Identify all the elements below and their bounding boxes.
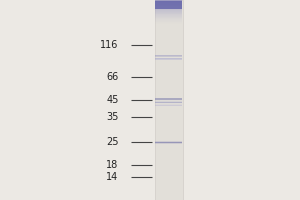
Bar [155, 142, 182, 143]
Bar [155, 13, 182, 14]
Bar [155, 18, 182, 19]
Bar [155, 56, 182, 57]
Bar [155, 20, 182, 21]
Bar [155, 98, 182, 99]
Bar [155, 99, 182, 100]
Bar [155, 55, 182, 56]
Bar [155, 17, 182, 18]
Text: 45: 45 [106, 95, 118, 105]
Bar [155, 1, 182, 9]
Bar [154, 0, 183, 200]
Text: 18: 18 [106, 160, 118, 170]
Text: 25: 25 [106, 137, 118, 147]
Bar [155, 9, 182, 10]
Bar [155, 4, 182, 5]
Bar [155, 21, 182, 22]
Bar [155, 99, 182, 100]
Bar [155, 1, 182, 2]
Text: 66: 66 [106, 72, 118, 82]
Bar [155, 6, 182, 7]
Bar [155, 12, 182, 13]
Text: 35: 35 [106, 112, 118, 122]
Bar [155, 0, 182, 1]
Bar [155, 8, 182, 9]
Bar [155, 141, 182, 142]
Bar [155, 16, 182, 17]
Bar [155, 14, 182, 15]
Bar [155, 19, 182, 20]
Bar [155, 3, 182, 4]
Text: 116: 116 [100, 40, 118, 50]
Bar [155, 23, 182, 24]
Bar [155, 10, 182, 11]
Bar [155, 22, 182, 23]
Bar [155, 11, 182, 12]
Bar [155, 7, 182, 8]
Bar [155, 98, 182, 99]
Bar [155, 15, 182, 16]
Bar [155, 5, 182, 6]
Text: 14: 14 [106, 172, 118, 182]
Bar [155, 143, 182, 144]
Bar [155, 2, 182, 3]
